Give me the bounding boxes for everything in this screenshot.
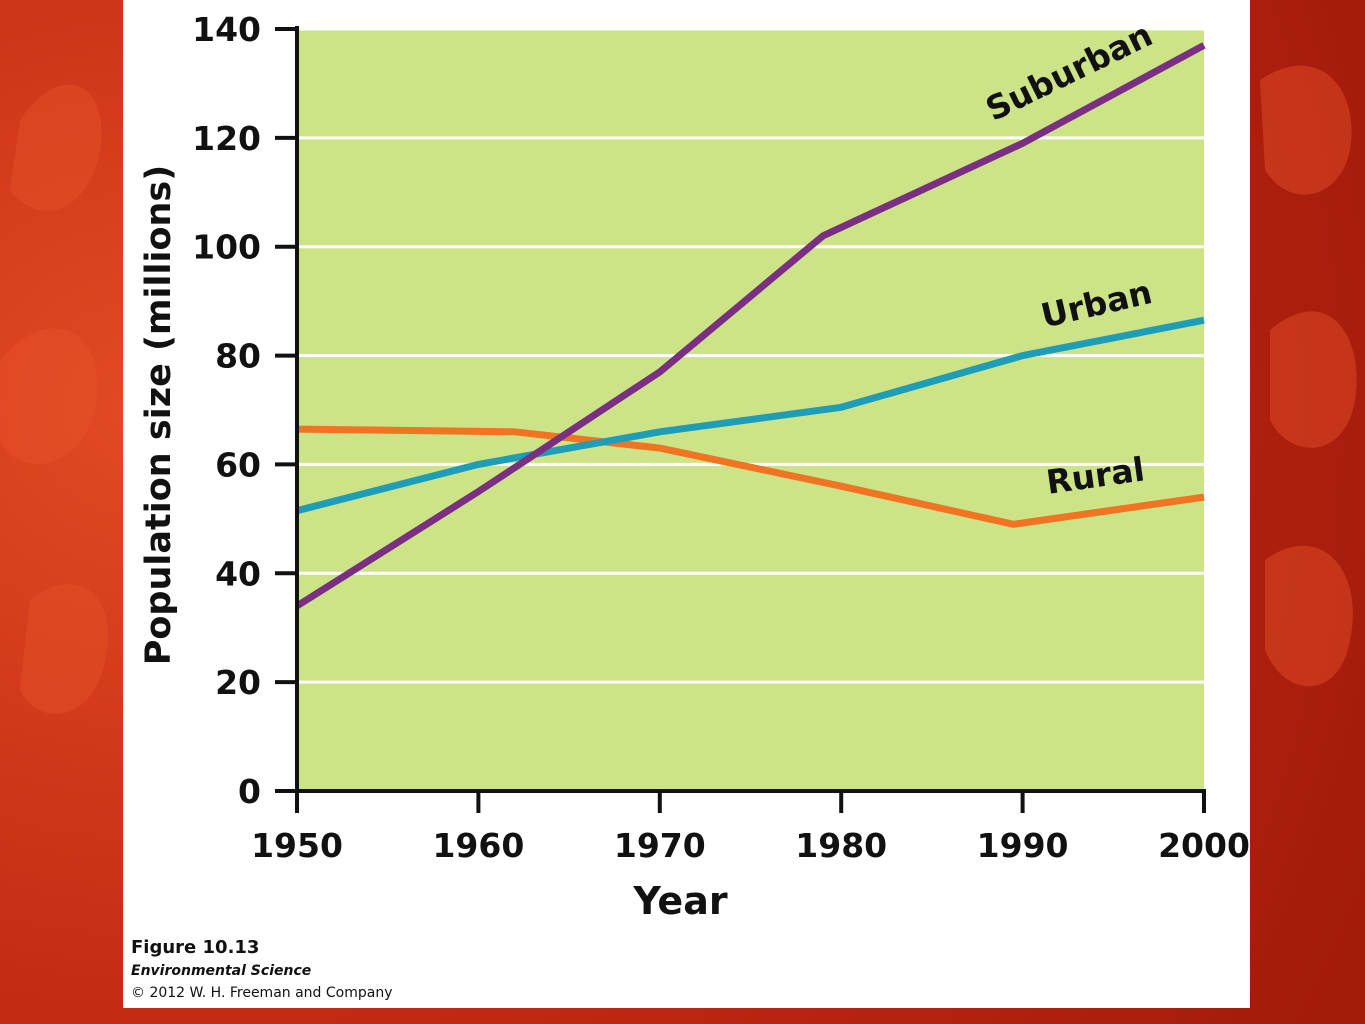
tick-labels: 0 20 40 60 80 100 120 140 1950 1960 1970 1980 1990 20… — [192, 10, 1250, 865]
y-tick-label: 20 — [215, 663, 261, 702]
series-line-urban — [296, 316, 1205, 515]
leaf-shape-3 — [20, 583, 109, 714]
y-tick-label: 60 — [215, 445, 261, 484]
book-title: Environmental Science — [131, 963, 312, 979]
figure-caption: Figure 10.13 Environmental Science © 201… — [131, 936, 393, 1004]
line-chart: 0 20 40 60 80 100 120 140 1950 1960 1970 1980 1990 20… — [139, 10, 1250, 923]
x-tick-label: 1990 — [977, 826, 1069, 865]
figure-number: Figure 10.13 — [131, 937, 260, 958]
figure-panel: 0 20 40 60 80 100 120 140 1950 1960 1970 1980 1990 20… — [123, 0, 1250, 1008]
x-tick-label: 1950 — [251, 826, 343, 865]
axes — [275, 26, 1206, 813]
copyright-text: © 2012 W. H. Freeman and Company — [131, 985, 393, 1001]
series-lines — [295, 42, 1206, 609]
y-tick-label: 0 — [238, 772, 261, 811]
x-tick-label: 1980 — [795, 826, 887, 865]
y-tick-label: 80 — [215, 337, 261, 376]
x-axis-title: Year — [632, 879, 727, 923]
leaf-shape-5 — [1270, 311, 1357, 448]
series-line-suburban — [295, 42, 1206, 609]
x-tick-label: 1960 — [432, 826, 524, 865]
plot-area — [297, 29, 1204, 791]
leaf-shape-1 — [10, 84, 102, 211]
y-tick-label: 120 — [192, 119, 261, 158]
y-tick-label: 100 — [192, 228, 261, 267]
leaf-shape-2 — [0, 328, 98, 464]
x-tick-label: 2000 — [1158, 826, 1250, 865]
y-tick-label: 140 — [192, 10, 261, 49]
x-tick-label: 1970 — [614, 826, 706, 865]
leaf-shape-6 — [1265, 545, 1353, 687]
series-line-rural — [296, 425, 1205, 528]
y-tick-label: 40 — [215, 554, 261, 593]
y-axis-title: Population size (millions) — [139, 165, 179, 666]
leaf-shape-4 — [1260, 65, 1352, 195]
